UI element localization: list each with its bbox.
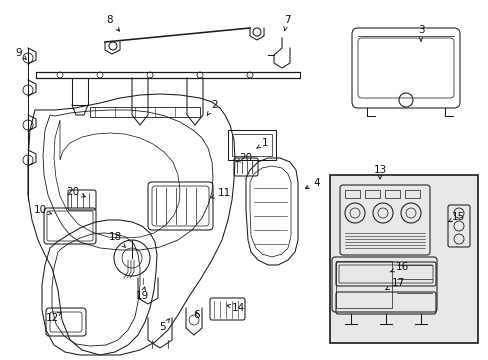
Bar: [384, 190, 399, 198]
Text: 20: 20: [236, 153, 252, 163]
Text: 11: 11: [210, 188, 230, 198]
Bar: [90, 107, 200, 117]
Bar: [345, 190, 359, 198]
Bar: [329, 175, 477, 343]
Bar: [227, 130, 275, 160]
Bar: [335, 261, 391, 308]
Text: 2: 2: [207, 100, 218, 115]
Text: 15: 15: [447, 212, 464, 222]
Text: 16: 16: [389, 262, 408, 272]
Text: 13: 13: [373, 165, 386, 179]
Text: 7: 7: [283, 15, 290, 31]
Text: 14: 14: [226, 303, 244, 313]
Text: 8: 8: [106, 15, 119, 31]
Text: 5: 5: [160, 319, 169, 332]
Bar: [231, 134, 271, 156]
Text: 3: 3: [417, 25, 424, 41]
Text: 1: 1: [256, 138, 268, 148]
Bar: [404, 190, 419, 198]
Text: 10: 10: [33, 205, 52, 215]
Text: 6: 6: [193, 310, 200, 320]
Bar: [364, 190, 379, 198]
Text: 9: 9: [16, 48, 26, 59]
Text: 4: 4: [305, 178, 320, 189]
Text: 18: 18: [108, 232, 125, 247]
Text: 19: 19: [135, 287, 148, 301]
Text: 20: 20: [66, 187, 85, 197]
Text: 12: 12: [45, 312, 61, 323]
Text: 17: 17: [385, 278, 404, 289]
